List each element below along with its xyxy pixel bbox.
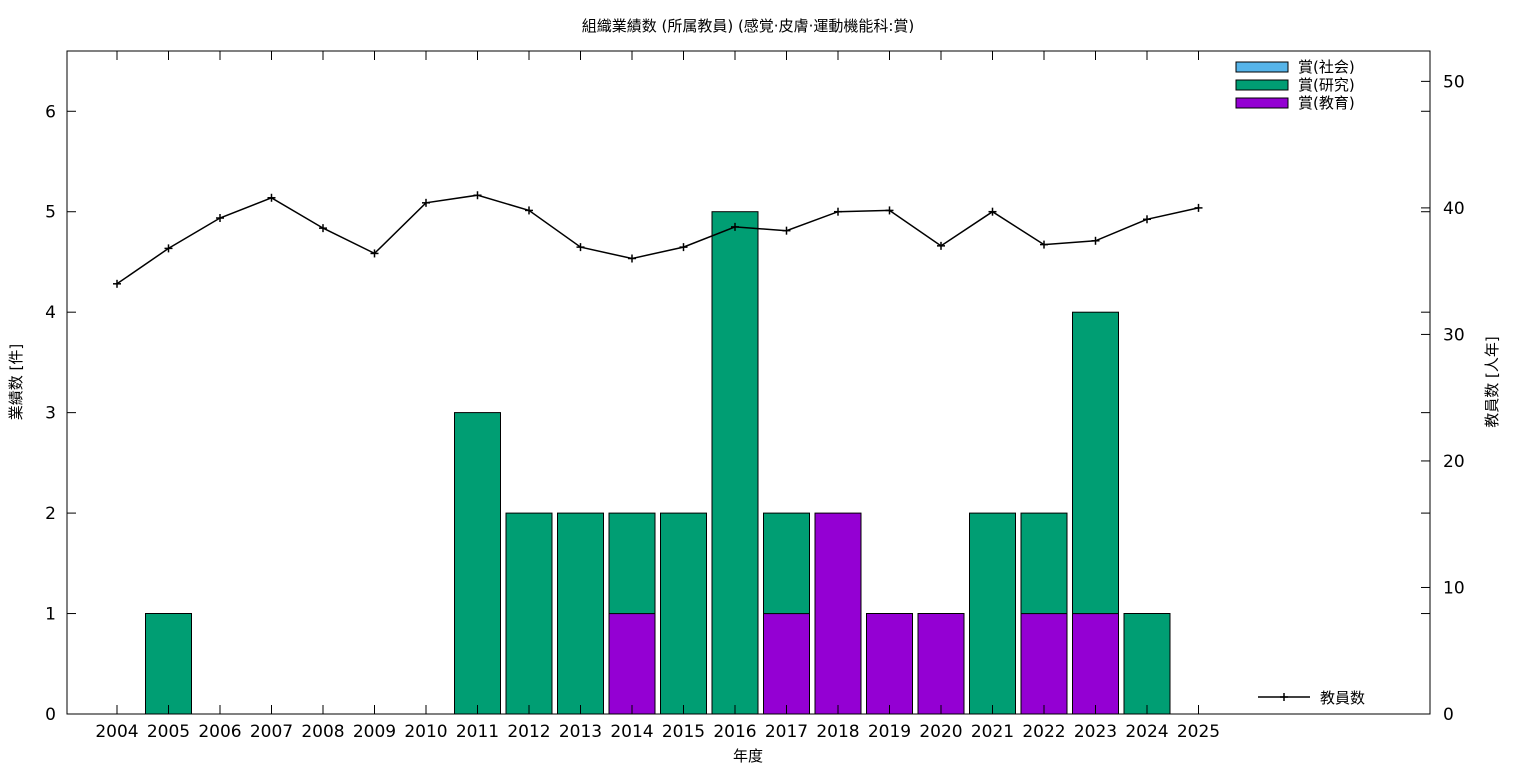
x-tick-label-2018: 2018 [816, 722, 859, 742]
line-point-2017 [782, 226, 791, 235]
line-point-2004 [113, 279, 121, 288]
legend-label-0: 賞(社会) [1298, 58, 1355, 76]
line-point-2016 [731, 222, 739, 231]
x-axis-ticks: 2004 2005 2006 2007 2008 2009 2010 2011 2012 2013… [95, 51, 1220, 742]
bar-2017-series-1 [763, 512, 810, 615]
line-teacher-count [116, 194, 1199, 285]
bar-2012-series-1 [505, 512, 553, 715]
x-tick-label-2024: 2024 [1125, 722, 1168, 742]
x-tick-label-2015: 2015 [662, 722, 705, 742]
bar-2015-series-1 [660, 512, 707, 715]
line-point-2008 [319, 224, 327, 233]
y2-tick-label: 40 [1443, 199, 1465, 219]
line-point-2007 [267, 193, 276, 202]
bar-2018-series-0 [814, 512, 862, 715]
line-point-2023 [1091, 236, 1100, 245]
line-point-2019 [885, 206, 894, 215]
bar-2023-series-0 [1072, 613, 1119, 715]
line-point-2011 [473, 191, 482, 200]
line-point-2014 [628, 254, 636, 263]
x-tick-label-2020: 2020 [919, 722, 962, 742]
x-tick-label-2019: 2019 [868, 722, 911, 742]
bar-2013-series-1 [557, 512, 604, 715]
x-axis-label: 年度 [733, 747, 763, 765]
x-tick-label-2021: 2021 [971, 722, 1014, 742]
x-tick-label-2022: 2022 [1022, 722, 1065, 742]
y-tick-label: 6 [45, 102, 56, 122]
y-tick-label: 1 [45, 605, 56, 625]
line-point-2025 [1194, 203, 1203, 212]
y2-axis-ticks: 0 10 20 30 40 50 [1421, 72, 1465, 725]
legend-swatch-0 [1235, 61, 1289, 73]
x-tick-label-2025: 2025 [1177, 722, 1220, 742]
line-point-2015 [679, 243, 688, 252]
x-tick-label-2014: 2014 [610, 722, 653, 742]
x-tick-label-2006: 2006 [198, 722, 241, 742]
bar-2005-series-1 [145, 613, 192, 715]
bar-2021-series-1 [969, 512, 1016, 715]
bar-2019-series-0 [866, 613, 913, 715]
x-tick-label-2023: 2023 [1074, 722, 1117, 742]
legend-label-2: 賞(教育) [1298, 94, 1355, 112]
y-axis-label: 業績数 [件] [7, 344, 25, 420]
x-tick-label-2012: 2012 [507, 722, 550, 742]
y2-tick-label: 0 [1443, 705, 1454, 725]
legend-swatch-1 [1235, 79, 1289, 91]
x-tick-label-2011: 2011 [456, 722, 499, 742]
x-tick-label-2009: 2009 [353, 722, 396, 742]
line-point-2020 [937, 241, 945, 250]
line-point-2013 [576, 243, 585, 252]
x-tick-label-2010: 2010 [404, 722, 447, 742]
x-tick-label-2004: 2004 [95, 722, 138, 742]
legend: 賞(社会)賞(研究)賞(教育) [1235, 58, 1355, 112]
bars-layer [145, 211, 1171, 715]
chart-title: 組織業績数 (所属教員) (感覚·皮膚·運動機能科:賞) [582, 17, 915, 35]
line-point-2024 [1143, 215, 1151, 224]
bar-2022-series-1 [1020, 512, 1068, 615]
y2-tick-label: 20 [1443, 452, 1465, 472]
line-layer [113, 191, 1203, 288]
y2-tick-label: 50 [1443, 72, 1465, 92]
line-point-2009 [370, 249, 379, 258]
legend-line-label: 教員数 [1320, 689, 1365, 707]
bar-2020-series-0 [917, 613, 965, 715]
x-tick-label-2016: 2016 [713, 722, 756, 742]
x-tick-label-2017: 2017 [765, 722, 808, 742]
legend-swatch-2 [1235, 97, 1289, 109]
line-point-2010 [422, 198, 430, 207]
line-point-2022 [1040, 240, 1048, 249]
bar-2017-series-0 [763, 613, 810, 715]
line-point-2005 [164, 244, 173, 253]
y-axis-ticks: 0 1 2 3 4 5 6 [45, 102, 1430, 725]
x-tick-label-2005: 2005 [147, 722, 190, 742]
bar-2014-series-1 [608, 512, 656, 615]
line-point-2006 [216, 214, 224, 223]
x-tick-label-2013: 2013 [559, 722, 602, 742]
bar-2016-series-1 [711, 211, 759, 715]
legend-label-1: 賞(研究) [1298, 76, 1355, 94]
legend-line: 教員数 [1258, 689, 1365, 707]
y-tick-label: 0 [45, 705, 56, 725]
bar-2022-series-0 [1020, 613, 1068, 715]
x-tick-label-2008: 2008 [301, 722, 344, 742]
bar-2024-series-1 [1123, 613, 1171, 715]
line-point-2021 [988, 207, 997, 216]
y2-tick-label: 30 [1443, 325, 1465, 345]
y-tick-label: 5 [45, 203, 56, 223]
line-point-2012 [525, 206, 533, 215]
bar-2014-series-0 [608, 613, 656, 715]
y2-tick-label: 10 [1443, 578, 1465, 598]
y-tick-label: 4 [45, 303, 56, 323]
bar-2011-series-1 [454, 412, 501, 715]
y-tick-label: 2 [45, 504, 56, 524]
x-tick-label-2007: 2007 [250, 722, 293, 742]
bar-2023-series-1 [1072, 311, 1119, 615]
line-point-2018 [834, 207, 842, 216]
y-tick-label: 3 [45, 404, 56, 424]
plot-frame [66, 50, 1431, 715]
y2-axis-label: 教員数 [人年] [1483, 336, 1501, 427]
